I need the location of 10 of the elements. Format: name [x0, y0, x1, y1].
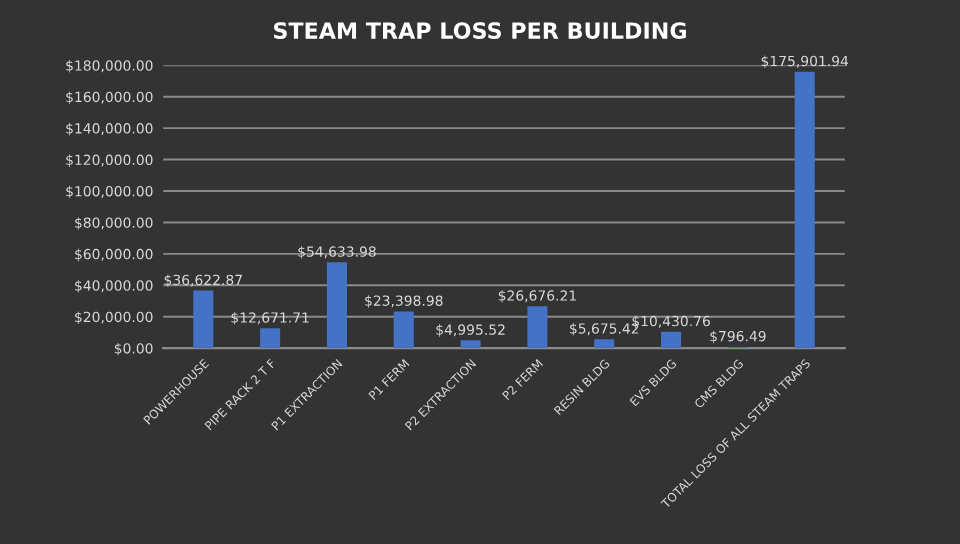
bar	[326, 262, 347, 349]
bar	[661, 331, 682, 349]
bar	[794, 71, 815, 349]
bar	[393, 311, 414, 349]
bar	[193, 290, 214, 349]
bar	[460, 340, 481, 349]
bar	[527, 306, 548, 349]
bar	[594, 339, 615, 349]
bar	[260, 328, 281, 349]
chart-title: STEAM TRAP LOSS PER BUILDING	[274, 22, 686, 39]
